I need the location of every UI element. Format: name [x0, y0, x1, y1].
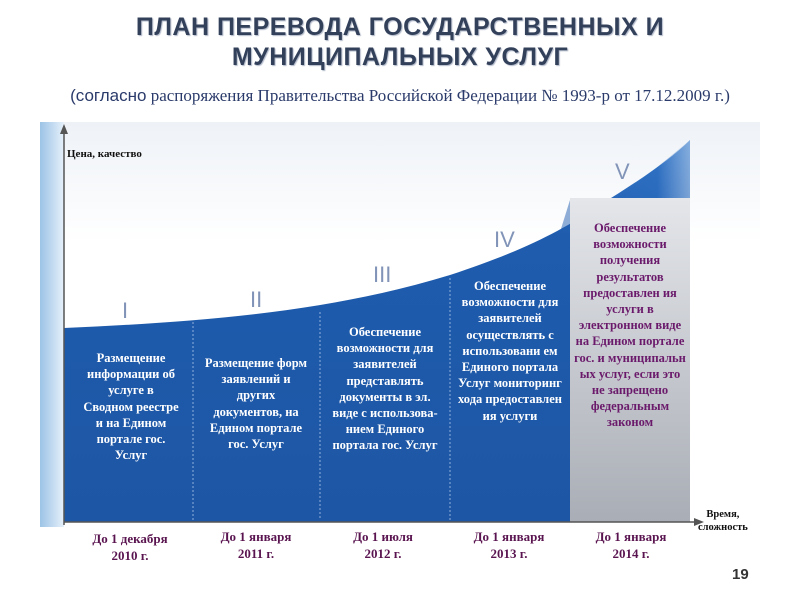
stage-1-date: До 1 декабря 2010 г.: [70, 530, 190, 564]
date-line-1: До 1 июля: [353, 529, 413, 544]
stage-numeral-5: V: [615, 159, 630, 184]
y-axis-label: Цена, качество: [67, 148, 142, 160]
stage-3-text: Обеспечение возможности для заявителей п…: [332, 325, 438, 453]
title-line-2: МУНИЦИПАЛЬНЫХ УСЛУГ: [231, 43, 569, 71]
growth-area: [64, 140, 690, 522]
date-line-2: 2013 г.: [490, 546, 528, 561]
stage-numeral-1: I: [122, 298, 129, 323]
subtitle-rest: распоряжения Правительства Российской Фе…: [146, 86, 730, 105]
date-line-1: До 1 января: [220, 529, 292, 544]
y-axis-arrow-icon: [60, 124, 68, 134]
x-axis-label-line-1: Время,: [706, 509, 740, 520]
date-line-2: 2011 г.: [237, 546, 275, 561]
stage-1-text: Размещение информации об услуге в Сводно…: [83, 351, 179, 463]
date-line-1: До 1 декабря: [92, 531, 168, 546]
stage-numeral-2: II: [250, 287, 263, 312]
date-line-2: 2014 г.: [612, 546, 650, 561]
stage-2-text: Размещение форм заявлений и других докум…: [204, 356, 308, 452]
date-line-1: До 1 января: [595, 529, 667, 544]
stage-4-text: Обеспечение возможности для заявителей о…: [458, 279, 562, 423]
stage-4-date: До 1 января 2013 г.: [449, 528, 569, 562]
stage-5-panel: [570, 198, 690, 522]
x-axis-arrow-icon: [694, 518, 704, 526]
x-axis-label-line-2: сложность: [698, 522, 748, 533]
title-line-1: ПЛАН ПЕРЕВОДА ГОСУДАРСТВЕННЫХ И: [135, 13, 665, 41]
stage-5-date: До 1 января 2014 г.: [571, 528, 691, 562]
x-axis-label: Время, сложность: [698, 508, 748, 534]
date-line-2: 2010 г.: [111, 548, 149, 563]
date-line-2: 2012 г.: [364, 546, 402, 561]
subtitle-lead: (согласно: [70, 86, 147, 105]
page-number: 19: [732, 566, 749, 583]
stage-numeral-3: III: [373, 262, 392, 287]
diagram-left-edge: [40, 122, 64, 527]
stage-numeral-4: IV: [494, 227, 515, 252]
stage-5-text: Обеспечение возможности получения резуль…: [574, 221, 686, 430]
stage-3-date: До 1 июля 2012 г.: [323, 528, 443, 562]
stage-2-date: До 1 января 2011 г.: [196, 528, 316, 562]
subtitle: (согласно распоряжения Правительства Рос…: [0, 86, 800, 106]
column-dividers: [192, 278, 451, 520]
date-line-1: До 1 января: [473, 529, 545, 544]
slide-title: ПЛАН ПЕРЕВОДА ГОСУДАРСТВЕННЫХ И МУНИЦИПА…: [0, 12, 800, 72]
